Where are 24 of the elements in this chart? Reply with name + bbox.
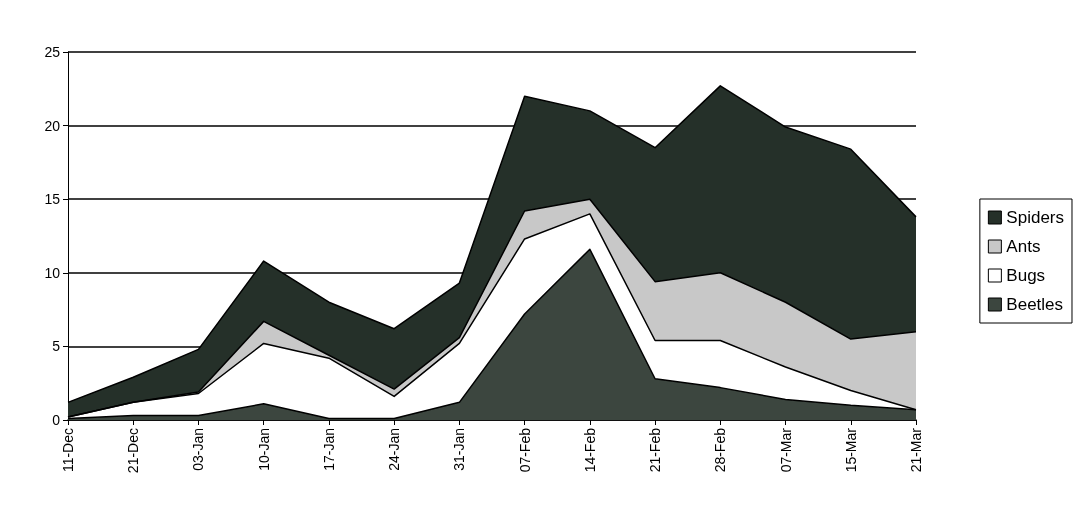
y-tick-label: 0 bbox=[52, 412, 61, 428]
x-tick-label: 07-Mar bbox=[777, 427, 794, 473]
y-tick-label: 10 bbox=[44, 264, 61, 281]
y-tick-label: 5 bbox=[52, 338, 61, 355]
x-tick-label: 21-Feb bbox=[647, 427, 664, 473]
x-tick-label: 15-Mar bbox=[842, 427, 859, 473]
y-tick-label: 25 bbox=[44, 44, 61, 60]
legend-label: Ants bbox=[1006, 237, 1041, 256]
x-tick-label: 11-Dec bbox=[60, 428, 76, 473]
y-tick-label: 15 bbox=[44, 191, 61, 208]
x-tick-label: 14-Feb bbox=[581, 427, 598, 473]
x-tick-label: 10-Jan bbox=[255, 428, 272, 471]
x-tick-label: 21-Dec bbox=[125, 428, 142, 474]
x-tick-label: 28-Feb bbox=[712, 427, 729, 473]
x-tick-label: 24-Jan bbox=[386, 428, 403, 471]
y-tick-label: 20 bbox=[44, 117, 61, 134]
x-tick-label: 07-Feb bbox=[516, 427, 533, 473]
x-tick-label: 03-Jan bbox=[190, 428, 207, 471]
x-tick-label: 31-Jan bbox=[451, 428, 468, 471]
x-tick-label: 21-Mar bbox=[908, 427, 924, 473]
legend-label: Spiders bbox=[1006, 208, 1064, 227]
x-tick-label: 17-Jan bbox=[320, 428, 337, 471]
legend-label: Beetles bbox=[1006, 295, 1064, 314]
legend-label: Bugs bbox=[1006, 266, 1046, 285]
